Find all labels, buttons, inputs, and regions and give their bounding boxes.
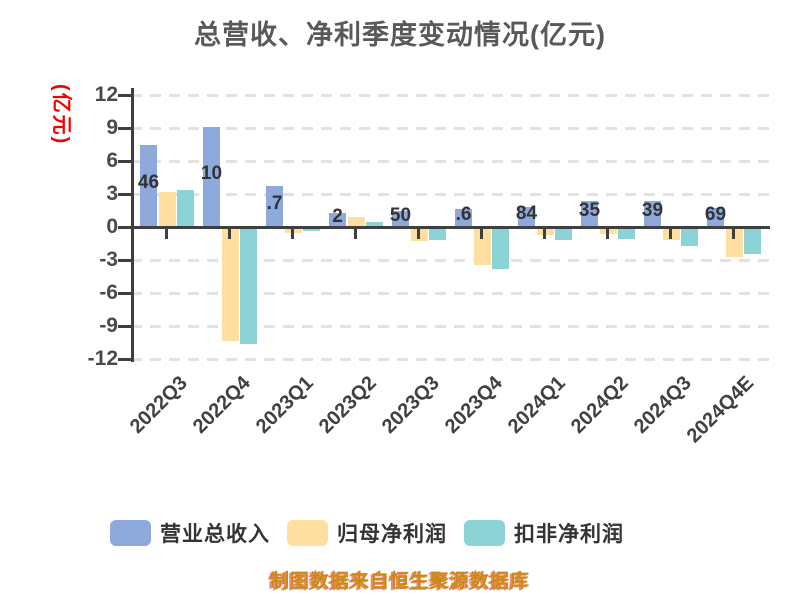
y-tick <box>118 94 131 97</box>
x-tick-label: 2023Q1 <box>251 372 318 438</box>
bar-revenue-2023Q2 <box>329 212 346 227</box>
x-tick-label: 2024Q2 <box>566 372 633 438</box>
y-tick <box>118 292 131 295</box>
chart-title: 总营收、净利季度变动情况(亿元) <box>194 20 606 50</box>
bar-non-gaap-profit-2024Q2 <box>618 229 635 239</box>
bar-net-profit-2024Q4E <box>725 229 743 258</box>
x-tick <box>732 229 735 239</box>
y-tick-label: 6 <box>106 149 118 172</box>
y-tick-label: 9 <box>106 116 118 139</box>
bar-net-profit-2023Q2 <box>347 217 365 227</box>
y-tick-label: 12 <box>94 83 118 106</box>
legend-swatch-non-gaap-profit <box>464 520 505 546</box>
gridline <box>131 193 770 196</box>
y-tick <box>118 160 131 163</box>
x-tick <box>228 229 231 239</box>
y-tick-label: -9 <box>99 314 118 337</box>
legend-label-net-profit: 归母净利润 <box>337 523 447 546</box>
gridline <box>131 292 770 295</box>
legend-swatch-revenue <box>110 520 151 546</box>
bar-revenue-2023Q4 <box>455 209 472 227</box>
bar-revenue-2024Q1 <box>518 206 535 227</box>
gridline <box>131 259 770 262</box>
bar-value-label: 50 <box>389 204 412 226</box>
x-tick-label: 2024Q4E <box>683 372 759 448</box>
x-tick <box>669 229 672 239</box>
y-tick <box>118 193 131 196</box>
bar-non-gaap-profit-2023Q1 <box>303 229 320 232</box>
bar-value-label: 10 <box>200 162 223 184</box>
bar-value-label: .7 <box>266 192 283 214</box>
y-axis-line <box>131 88 134 362</box>
bar-revenue-2023Q3 <box>392 210 409 227</box>
bar-non-gaap-profit-2023Q4 <box>492 229 509 269</box>
legend-label-revenue: 营业总收入 <box>160 523 270 546</box>
y-tick-label: -6 <box>99 281 118 304</box>
y-tick <box>118 259 131 262</box>
bar-non-gaap-profit-2023Q2 <box>366 222 383 227</box>
bar-revenue-2024Q4E <box>707 208 724 227</box>
x-tick-label: 2023Q4 <box>440 372 507 438</box>
bar-value-label: 69 <box>704 203 727 225</box>
y-tick <box>118 358 131 361</box>
footer-data-source: 制图数据来自恒生聚源数据库 <box>269 571 530 592</box>
y-tick-label: -12 <box>87 347 118 370</box>
bar-value-label: 2 <box>332 205 343 227</box>
legend: 营业总收入 归母净利润 扣非净利润 <box>110 518 641 548</box>
x-tick-label: 2022Q4 <box>188 372 255 438</box>
x-tick-label: 2023Q3 <box>377 372 444 438</box>
gridline <box>131 160 770 163</box>
legend-item-net-profit: 归母净利润 <box>287 518 447 548</box>
legend-swatch-net-profit <box>287 520 328 546</box>
x-tick <box>291 229 294 239</box>
legend-label-non-gaap-profit: 扣非净利润 <box>514 523 624 546</box>
bar-revenue-2024Q3 <box>644 200 661 227</box>
legend-item-non-gaap-profit: 扣非净利润 <box>464 518 624 548</box>
bar-non-gaap-profit-2022Q3 <box>177 189 194 227</box>
y-tick-label: 3 <box>106 182 118 205</box>
gridline <box>131 94 770 97</box>
bar-value-label: 35 <box>578 200 601 222</box>
gridline <box>131 358 770 361</box>
gridline <box>131 325 770 328</box>
bar-non-gaap-profit-2023Q3 <box>429 229 446 240</box>
y-tick <box>118 226 131 229</box>
bar-revenue-2024Q2 <box>581 201 598 227</box>
x-tick <box>417 229 420 239</box>
x-tick <box>606 229 609 239</box>
bar-revenue-2022Q3 <box>140 144 157 227</box>
bar-revenue-2023Q1 <box>266 186 283 227</box>
x-axis-line <box>131 226 770 229</box>
bar-non-gaap-profit-2022Q4 <box>240 229 257 344</box>
x-tick-label: 2023Q2 <box>314 372 381 438</box>
x-tick <box>543 229 546 239</box>
x-tick-label: 2024Q1 <box>503 372 570 438</box>
bar-revenue-2022Q4 <box>203 126 220 227</box>
gridline <box>131 127 770 130</box>
bar-value-label: 84 <box>515 202 538 224</box>
bar-value-label: .6 <box>455 204 472 226</box>
y-tick-label: -3 <box>99 248 118 271</box>
y-tick <box>118 325 131 328</box>
bar-non-gaap-profit-2024Q4E <box>744 229 761 255</box>
bar-net-profit-2022Q3 <box>158 191 176 227</box>
legend-item-revenue: 营业总收入 <box>110 518 270 548</box>
x-tick <box>165 229 168 239</box>
bar-non-gaap-profit-2024Q1 <box>555 229 572 240</box>
bar-net-profit-2022Q4 <box>221 229 239 342</box>
bar-value-label: 46 <box>137 171 160 193</box>
y-tick-label: 0 <box>106 215 118 238</box>
x-tick <box>480 229 483 239</box>
x-tick <box>354 229 357 239</box>
bar-net-profit-2023Q4 <box>473 229 491 266</box>
x-tick-label: 2022Q3 <box>125 372 192 438</box>
bar-value-label: 39 <box>641 199 664 221</box>
y-tick <box>118 127 131 130</box>
bar-non-gaap-profit-2024Q3 <box>681 229 698 246</box>
